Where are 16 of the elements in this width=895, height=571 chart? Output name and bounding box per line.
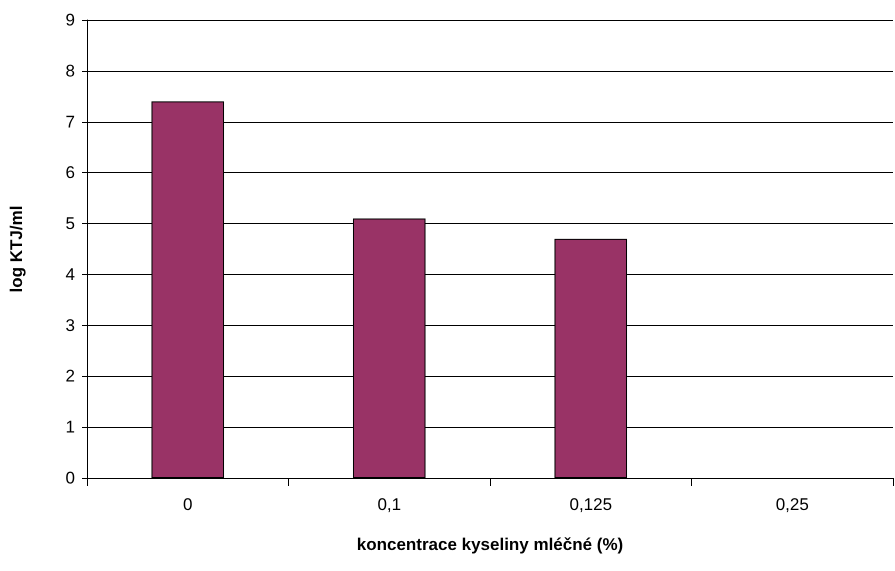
y-tick-label: 8 [66, 61, 75, 80]
y-tick-label: 5 [66, 214, 75, 234]
y-tick-label: 1 [66, 418, 75, 437]
y-tick-label: 3 [66, 316, 75, 335]
y-tick-label: 0 [66, 468, 75, 488]
x-tick-label: 0,125 [569, 495, 612, 514]
y-tick-label: 4 [66, 264, 75, 284]
x-tick-label: 0,1 [377, 495, 402, 514]
x-tick-label: 0 [183, 495, 192, 514]
y-tick-label: 7 [66, 112, 75, 132]
y-axis-title: log KTJ/ml [7, 206, 26, 292]
y-tick-label: 2 [66, 366, 75, 386]
x-axis-title: koncentrace kyseliny mléčné (%) [356, 535, 624, 554]
x-tick-label: 0,25 [776, 495, 809, 514]
y-tick-label: 9 [66, 10, 75, 30]
y-tick-label: 6 [66, 163, 75, 182]
